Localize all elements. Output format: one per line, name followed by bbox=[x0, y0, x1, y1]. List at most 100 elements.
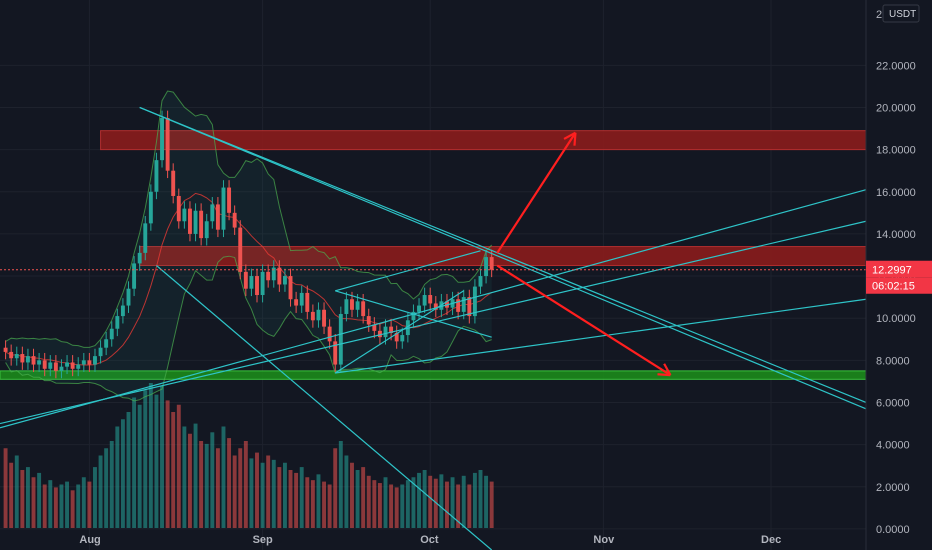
volume-bar bbox=[42, 484, 47, 528]
time-axis[interactable]: Aug Sep Oct Nov Dec bbox=[79, 534, 781, 546]
price-axis-top-label: 2 bbox=[876, 9, 882, 21]
trendline bbox=[334, 290, 465, 374]
volume-bar bbox=[316, 474, 321, 528]
y-tick-label: 18.0000 bbox=[876, 145, 916, 157]
volume-bar bbox=[65, 481, 70, 528]
volume-bar bbox=[215, 448, 220, 528]
candle-body bbox=[433, 303, 438, 310]
candle-body bbox=[25, 356, 30, 363]
volume-bar bbox=[160, 385, 164, 528]
volume-bar bbox=[120, 419, 125, 528]
candle-body bbox=[148, 191, 153, 224]
volume-bar bbox=[266, 455, 271, 528]
volume-bar bbox=[59, 484, 64, 528]
band-lower bbox=[5, 255, 492, 402]
candle-body bbox=[350, 299, 354, 310]
volume-bar bbox=[445, 481, 449, 528]
candle-body bbox=[210, 204, 215, 222]
volume-bar bbox=[472, 472, 477, 528]
volume-bar bbox=[333, 448, 338, 528]
volume-bar bbox=[31, 477, 36, 528]
volume-bar bbox=[204, 443, 209, 528]
volume-bar bbox=[478, 470, 483, 528]
currency-badge: USDT bbox=[889, 9, 916, 20]
candle-body bbox=[48, 362, 53, 369]
volume-bar bbox=[450, 477, 455, 528]
volume-bar bbox=[411, 477, 416, 528]
trendline bbox=[139, 106, 867, 404]
volume-bar bbox=[176, 404, 181, 528]
trendline bbox=[335, 298, 867, 374]
candle-body bbox=[143, 223, 148, 253]
y-tick-label: 20.0000 bbox=[876, 102, 916, 114]
volume-bar bbox=[171, 412, 176, 528]
volume-bar bbox=[9, 462, 14, 528]
volume-bars bbox=[3, 383, 494, 528]
volume-bar bbox=[400, 484, 405, 528]
volume-bar bbox=[154, 394, 159, 528]
candle-body bbox=[98, 347, 103, 357]
candle-body bbox=[120, 305, 125, 317]
volume-bar bbox=[355, 470, 360, 528]
volume-bar bbox=[422, 470, 427, 528]
volume-bar bbox=[210, 432, 215, 528]
volume-bar bbox=[221, 426, 226, 528]
candle-body bbox=[109, 328, 114, 340]
volume-bar bbox=[366, 475, 371, 528]
candle-body bbox=[422, 295, 427, 306]
currency-badge-box[interactable] bbox=[882, 4, 920, 23]
arrow-head bbox=[657, 373, 671, 377]
candle-body bbox=[411, 311, 416, 321]
candle-body bbox=[9, 351, 14, 359]
candle-body bbox=[126, 288, 131, 306]
volume-bar bbox=[305, 477, 310, 528]
candle-body bbox=[299, 292, 304, 306]
candle-body bbox=[154, 160, 159, 192]
projection-arrows[interactable] bbox=[496, 131, 672, 377]
volume-bar bbox=[232, 455, 237, 528]
x-tick-label: Nov bbox=[593, 534, 615, 546]
volume-bar bbox=[165, 400, 170, 528]
candle-body bbox=[305, 292, 310, 312]
volume-bar bbox=[294, 472, 299, 528]
candle-body bbox=[310, 311, 315, 321]
candle-body bbox=[333, 341, 338, 365]
x-tick-label: Aug bbox=[79, 534, 100, 546]
candle-body bbox=[81, 360, 86, 365]
volume-bar bbox=[484, 475, 489, 528]
projection-arrow bbox=[496, 264, 672, 377]
candle-body bbox=[65, 362, 70, 367]
trendlines[interactable] bbox=[0, 106, 867, 550]
volume-bar bbox=[243, 441, 248, 528]
projection-arrow bbox=[496, 132, 577, 254]
arrow-head bbox=[573, 132, 577, 146]
volume-bar bbox=[383, 477, 388, 528]
volume-bar bbox=[104, 448, 109, 528]
candle-body bbox=[232, 212, 237, 228]
volume-bar bbox=[182, 426, 187, 528]
volume-bar bbox=[25, 467, 30, 528]
arrow-head bbox=[663, 363, 672, 376]
volume-bar bbox=[109, 441, 114, 528]
candle-body bbox=[316, 309, 321, 321]
candles bbox=[3, 110, 494, 379]
volume-bar bbox=[389, 484, 394, 528]
volume-bar bbox=[322, 481, 327, 528]
zones bbox=[0, 130, 867, 380]
candle-body bbox=[249, 276, 254, 289]
volume-bar bbox=[282, 462, 287, 528]
volume-bar bbox=[76, 484, 81, 528]
candle-body bbox=[204, 221, 209, 239]
candle-body bbox=[76, 364, 81, 369]
candle-body bbox=[484, 257, 489, 277]
candle-body bbox=[227, 187, 232, 213]
volume-bar bbox=[372, 480, 377, 528]
volume-bar bbox=[188, 433, 192, 528]
volume-bar bbox=[20, 470, 25, 528]
volume-bar bbox=[227, 438, 232, 528]
volume-bar bbox=[405, 480, 410, 528]
y-tick-label: 4.0000 bbox=[876, 440, 910, 452]
volume-bar bbox=[53, 487, 58, 528]
candle-body bbox=[37, 360, 42, 365]
